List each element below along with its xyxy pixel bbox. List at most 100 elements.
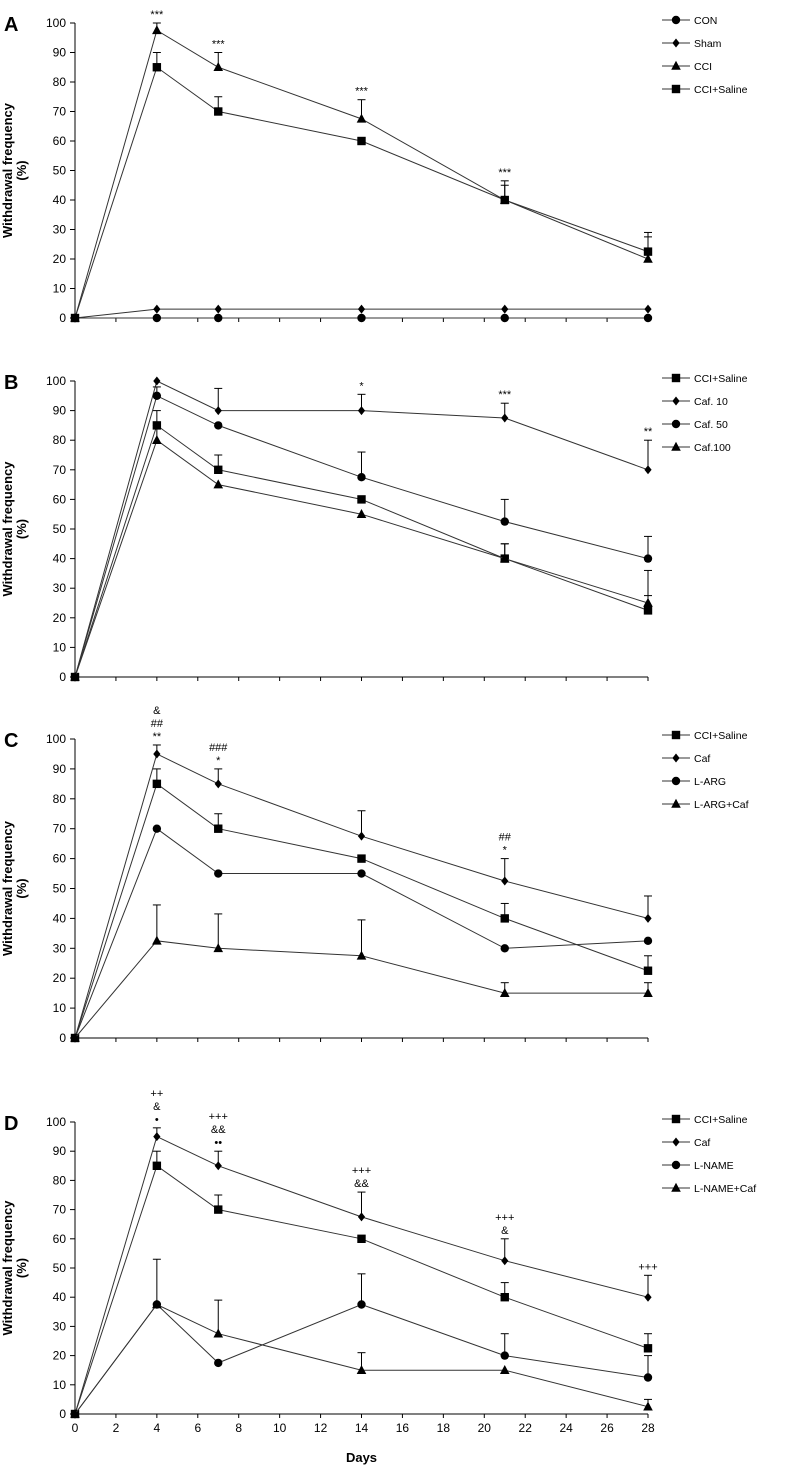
data-point [214,1161,222,1171]
series-caf-50 [70,386,653,682]
x-tick-label: 12 [314,1421,328,1435]
series-cci-saline [70,52,653,323]
significance-marker: •• [214,1137,222,1149]
y-tick-label: 20 [53,1349,67,1363]
data-point [643,1344,653,1353]
legend-item: Caf.100 [662,441,731,454]
data-point [644,1292,652,1302]
legend-label: L-NAME [694,1160,734,1172]
series-line [74,753,649,1039]
legend-label: Caf. 10 [694,396,728,408]
legend-item: CON [662,15,717,27]
y-tick-label: 20 [53,252,67,266]
data-point [500,313,509,323]
y-tick-label: 10 [53,282,67,296]
y-tick-label: 0 [59,1031,66,1045]
data-point [501,1256,509,1266]
chart-panel-b: B Withdrawal frequency (%) 0 10 20 30 40 50 60 70 8… [0,372,748,684]
y-tick-label: 50 [53,164,67,178]
y-tick-label: 30 [53,1319,67,1333]
data-point [644,465,652,475]
x-tick-label: 4 [154,1421,161,1435]
significance-marker: *** [498,167,512,179]
y-axis-label-line2: (%) [14,160,29,180]
legend-item: L-ARG+Caf [662,798,749,811]
significance-marker: +++ [209,1111,228,1123]
legend-marker [671,441,681,451]
series-sham [71,304,652,323]
y-axis-label: Withdrawal frequency (%) [0,1200,29,1336]
y-axis-label: Withdrawal frequency (%) [0,102,29,238]
y-axis-label-line2: (%) [14,878,29,898]
y-axis-label-line2: (%) [14,1258,29,1278]
legend-label: Caf. 50 [694,419,728,431]
panel-letter: C [4,730,18,752]
legend-label: CCI+Saline [694,730,748,742]
x-tick-label: 14 [355,1421,369,1435]
legend-label: CON [694,15,717,27]
y-tick-label: 100 [46,1115,66,1129]
data-point [357,1300,366,1309]
data-point [643,1401,653,1411]
data-point [499,553,510,563]
x-tick-label: 16 [396,1421,410,1435]
data-point [356,113,367,123]
y-axis-label-line1: Withdrawal frequency [0,461,15,597]
legend-marker [671,419,681,429]
x-tick-label: 28 [641,1421,655,1435]
y-tick-label: 70 [53,105,67,119]
panel-letter: B [4,372,18,394]
data-point [357,304,366,314]
legend-marker [671,1182,681,1192]
significance-marker: & [153,705,161,717]
data-point [214,421,223,430]
legend-label: Caf [694,1137,710,1149]
data-point [501,876,509,886]
y-tick-label: 90 [53,404,67,418]
y-tick-label: 80 [53,75,67,89]
y-tick-label: 60 [53,852,67,866]
data-point [357,136,366,146]
significance-marker: +++ [495,1212,514,1224]
y-tick-label: 10 [53,1001,67,1015]
y-tick-label: 90 [53,1144,67,1158]
significance-marker: * [359,380,364,392]
y-tick-label: 80 [53,1173,67,1187]
y-tick-label: 100 [46,374,66,388]
data-point [356,1365,367,1374]
series-cci-saline [70,410,653,682]
data-point [643,597,653,607]
x-tick-label: 24 [559,1421,573,1435]
legend-marker [671,373,681,383]
legend-marker [671,730,681,740]
y-tick-label: 40 [53,193,67,207]
y-tick-label: 30 [53,581,67,595]
data-point [643,247,653,256]
data-point [357,869,366,878]
data-point [152,824,162,833]
data-point [214,313,223,323]
data-point [214,824,223,833]
legend-label: CCI+Saline [694,373,748,385]
y-axis-label-line1: Withdrawal frequency [0,102,15,238]
data-point [213,62,224,72]
data-point [152,935,162,945]
significance-marker: *** [355,86,369,98]
y-tick-label: 90 [53,46,67,60]
y-tick-label: 0 [59,1407,66,1421]
legend-marker [671,798,681,808]
data-point [499,987,510,997]
legend-item: CCI+Saline [662,730,748,742]
significance-marker: && [211,1124,226,1136]
y-tick-label: 10 [53,1378,67,1392]
significance-marker: *** [212,39,226,51]
legend-item: CCI [662,60,712,73]
legend-label: Caf.100 [694,442,731,454]
legend-label: CCI [694,61,712,73]
legend-item: CCI+Saline [662,1114,748,1126]
legend-marker [672,753,680,763]
data-point [213,943,224,953]
data-point [214,1358,223,1368]
significance-marker: ## [151,718,164,730]
